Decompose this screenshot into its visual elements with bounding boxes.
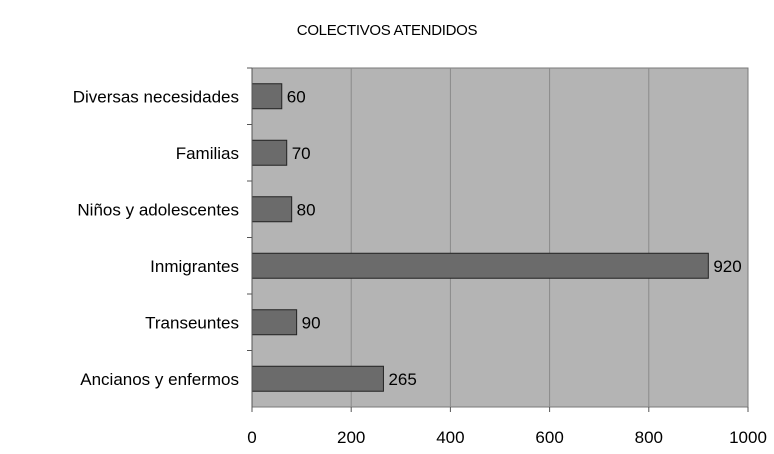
category-label: Niños y adolescentes	[77, 200, 239, 219]
data-label: 70	[292, 144, 311, 163]
category-label: Familias	[176, 144, 239, 163]
chart-title: COLECTIVOS ATENDIDOS	[296, 22, 478, 39]
bar	[251, 139, 288, 166]
bar	[251, 365, 384, 392]
x-tick-label: 0	[247, 428, 256, 447]
x-tick-label: 1000	[729, 428, 767, 447]
category-labels: Diversas necesidades Familias Niños y adol…	[73, 87, 239, 389]
plot-area	[251, 67, 749, 408]
data-label: 265	[388, 370, 416, 389]
bars	[251, 83, 709, 392]
data-label: 920	[713, 257, 741, 276]
data-labels: 60 70 80 920 90 265	[287, 87, 742, 389]
bar	[251, 83, 283, 110]
grid-lines	[350, 68, 650, 407]
x-tick-label: 200	[337, 428, 365, 447]
data-label: 60	[287, 87, 306, 106]
category-label: Inmigrantes	[150, 257, 239, 276]
category-label: Ancianos y enfermos	[80, 370, 239, 389]
x-axis: 0 200 400 600 800 1000	[247, 67, 767, 447]
x-tick-label: 400	[436, 428, 464, 447]
data-label: 90	[302, 313, 321, 332]
category-label: Diversas necesidades	[73, 87, 239, 106]
bar	[251, 252, 709, 279]
x-tick-label: 800	[635, 428, 663, 447]
data-label: 80	[297, 200, 316, 219]
bar	[251, 309, 298, 336]
category-label: Transeuntes	[145, 313, 239, 332]
x-tick-label: 600	[535, 428, 563, 447]
bar	[251, 196, 293, 223]
